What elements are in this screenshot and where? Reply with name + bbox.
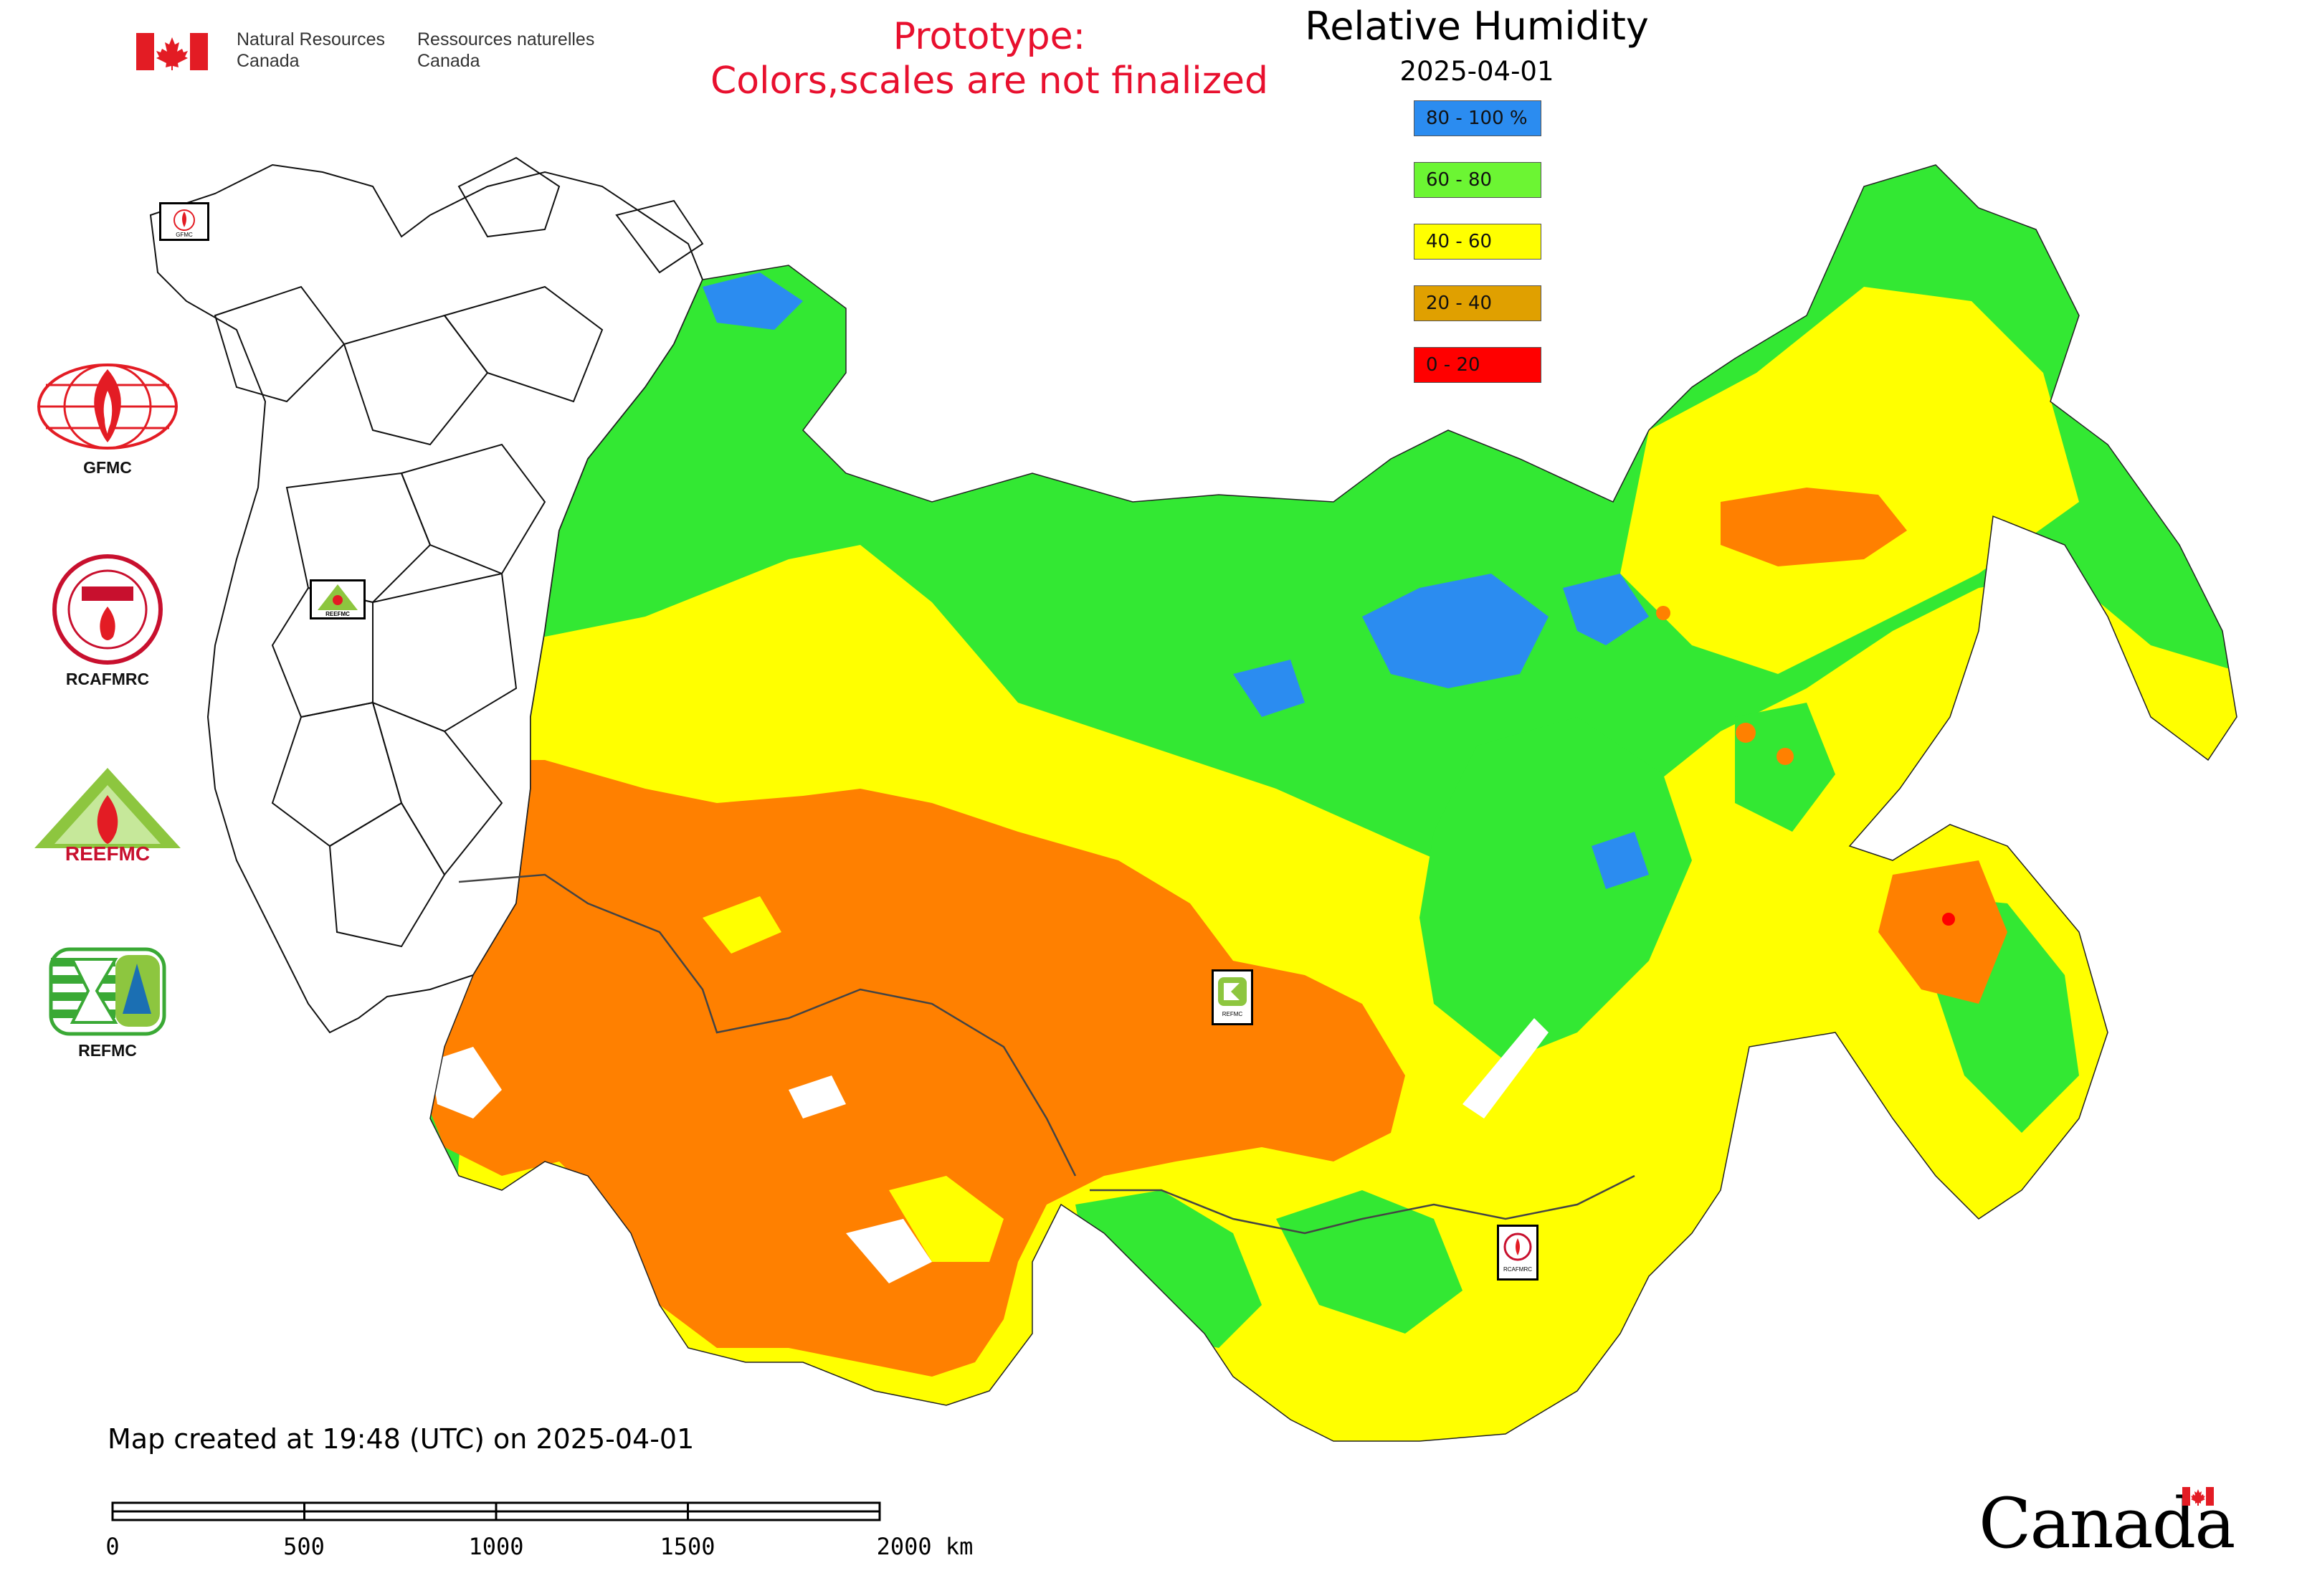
legend-label: 60 - 80 <box>1426 169 1493 191</box>
gfmc-logo: GFMC <box>22 362 194 478</box>
legend-item-0-20: 0 - 20 <box>1414 347 1541 383</box>
marker-label: REFMC <box>1222 1011 1243 1017</box>
scale-tick-2000: 2000 km <box>876 1533 974 1560</box>
reefmc-label: REEFMC <box>65 842 151 865</box>
canada-flag-icon <box>136 33 208 70</box>
humidity-raster <box>430 165 2237 1441</box>
scale-tick-1500: 1500 <box>660 1533 715 1560</box>
legend-label: 20 - 40 <box>1426 293 1493 314</box>
scale-bar-graphic <box>111 1501 881 1521</box>
nrcan-french: Ressources naturelles Canada <box>417 29 594 72</box>
gfmc-label: GFMC <box>83 458 132 477</box>
rcafmrc-marker-icon: RCAFMRC <box>1503 1232 1532 1273</box>
gfmc-marker-icon: GFMC <box>173 209 195 238</box>
legend-item-60-80: 60 - 80 <box>1414 162 1541 198</box>
prototype-notice: Prototype: Colors,scales are not finaliz… <box>631 14 1348 103</box>
refmc-emblem-icon <box>49 947 166 1036</box>
reefmc-logo: REEFMC <box>22 764 194 867</box>
canada-wordmark: Canada <box>1979 1484 2235 1563</box>
nrcan-fr-line1: Ressources naturelles <box>417 29 595 49</box>
rcafmrc-seal-icon <box>52 554 163 665</box>
map-title: Relative Humidity <box>1305 4 1649 49</box>
gfmc-globe-icon <box>37 364 178 450</box>
marker-label: REEFMC <box>325 611 350 617</box>
marker-refmc: REFMC <box>1212 969 1253 1025</box>
prototype-line2: Colors,scales are not finalized <box>710 60 1269 103</box>
marker-rcafmrc: RCAFMRC <box>1497 1225 1538 1281</box>
reefmc-marker-icon: REEFMC <box>318 584 358 617</box>
nrcan-signature: Natural Resources Canada Ressources natu… <box>136 29 624 73</box>
reefmc-triangle-icon <box>34 768 181 867</box>
refmc-marker-icon: REFMC <box>1218 977 1247 1017</box>
nrcan-en-line2: Canada <box>237 51 300 71</box>
legend-item-80-100: 80 - 100 % <box>1414 100 1541 136</box>
legend-label: 0 - 20 <box>1426 354 1480 376</box>
scale-bar: 0 500 1000 1500 2000 km <box>100 1498 982 1563</box>
canada-flag-small-icon <box>2182 1487 2214 1506</box>
scale-tick-500: 500 <box>283 1533 325 1560</box>
refmc-label: REFMC <box>78 1041 137 1060</box>
prototype-line1: Prototype: <box>893 15 1086 58</box>
map-date: 2025-04-01 <box>1399 56 1554 87</box>
legend-item-40-60: 40 - 60 <box>1414 224 1541 260</box>
legend-item-20-40: 20 - 40 <box>1414 285 1541 321</box>
scale-tick-0: 0 <box>105 1533 120 1560</box>
rcafmrc-label: RCAFMRC <box>65 670 150 688</box>
marker-label: RCAFMRC <box>1503 1266 1532 1273</box>
marker-gfmc: GFMC <box>159 202 209 241</box>
nrcan-english: Natural Resources Canada <box>237 29 385 72</box>
refmc-logo: REFMC <box>22 945 194 1060</box>
legend-label: 80 - 100 % <box>1426 108 1528 129</box>
marker-reefmc: REEFMC <box>310 579 366 619</box>
legend-label: 40 - 60 <box>1426 231 1493 252</box>
marker-label: GFMC <box>176 232 193 238</box>
scale-tick-1000: 1000 <box>468 1533 524 1560</box>
map-created-text: Map created at 19:48 (UTC) on 2025-04-01 <box>108 1423 695 1455</box>
nrcan-fr-line2: Canada <box>417 51 480 71</box>
rcafmrc-logo: RCAFMRC <box>22 552 194 689</box>
western-basemap <box>149 156 704 1034</box>
nrcan-en-line1: Natural Resources <box>237 29 386 49</box>
